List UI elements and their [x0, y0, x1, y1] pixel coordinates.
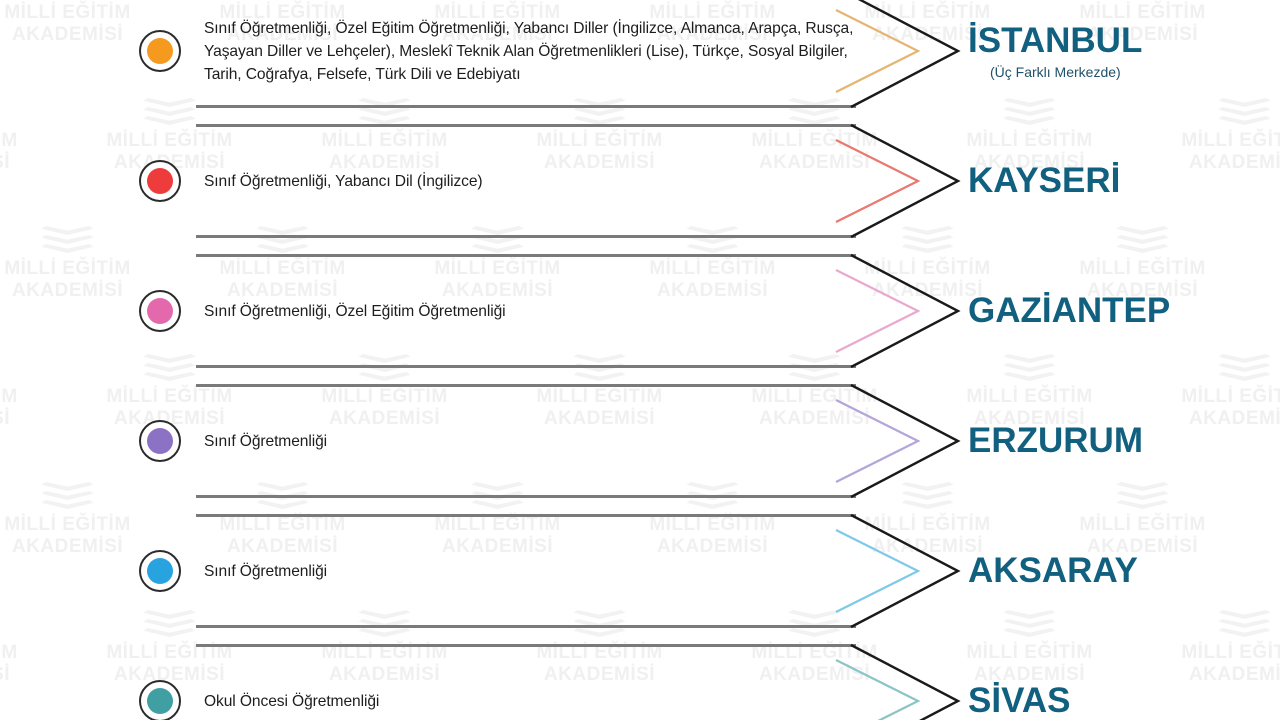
branch-list-text: Sınıf Öğretmenliği [204, 432, 328, 450]
branch-list-text: Sınıf Öğretmenliği, Yabancı Dil (İngiliz… [204, 172, 483, 190]
center-marker-dot-fill [147, 298, 173, 324]
center-row[interactable]: Sınıf Öğretmenliği, Özel Eğitim Öğretmen… [0, 246, 1280, 376]
branch-list-text: Okul Öncesi Öğretmenliği [204, 692, 380, 710]
center-marker-dot [139, 680, 181, 720]
center-marker-dot [139, 550, 181, 592]
center-marker-dot-fill [147, 558, 173, 584]
center-row[interactable]: Sınıf Öğretmenliği ERZURUM [0, 376, 1280, 506]
city-name: KAYSERİ [968, 161, 1121, 200]
city-name: SİVAS [968, 681, 1071, 720]
city-name: ERZURUM [968, 421, 1143, 460]
center-marker-dot [139, 160, 181, 202]
center-marker-dot [139, 290, 181, 332]
branch-list-text: Sınıf Öğretmenliği, Özel Eğitim Öğretmen… [204, 19, 854, 83]
center-row[interactable]: Okul Öncesi Öğretmenliği SİVAS [0, 636, 1280, 720]
center-marker-dot-fill [147, 38, 173, 64]
city-name: AKSARAY [968, 551, 1138, 590]
city-block: KAYSERİ [968, 124, 1268, 238]
city-block: SİVAS [968, 644, 1268, 720]
center-marker-dot-fill [147, 688, 173, 714]
city-note: (Üç Farklı Merkezde) [990, 64, 1121, 80]
arrow-banner [196, 0, 961, 109]
center-marker-dot-fill [147, 428, 173, 454]
arrow-banner [196, 643, 961, 720]
center-marker-dot-fill [147, 168, 173, 194]
branch-list-text: Sınıf Öğretmenliği [204, 562, 328, 580]
arrow-banner [196, 513, 961, 629]
center-marker-dot [139, 420, 181, 462]
center-row[interactable]: Sınıf Öğretmenliği, Yabancı Dil (İngiliz… [0, 116, 1280, 246]
branch-list-text: Sınıf Öğretmenliği, Özel Eğitim Öğretmen… [204, 302, 506, 320]
center-row[interactable]: Sınıf Öğretmenliği, Özel Eğitim Öğretmen… [0, 0, 1280, 116]
city-block: AKSARAY [968, 514, 1268, 628]
city-name: İSTANBUL [968, 21, 1143, 60]
center-marker-dot [139, 30, 181, 72]
center-row[interactable]: Sınıf Öğretmenliği AKSARAY [0, 506, 1280, 636]
city-block: ERZURUM [968, 384, 1268, 498]
city-name: GAZİANTEP [968, 291, 1171, 330]
city-block: İSTANBUL (Üç Farklı Merkezde) [968, 0, 1268, 108]
city-block: GAZİANTEP [968, 254, 1268, 368]
arrow-banner [196, 253, 961, 369]
